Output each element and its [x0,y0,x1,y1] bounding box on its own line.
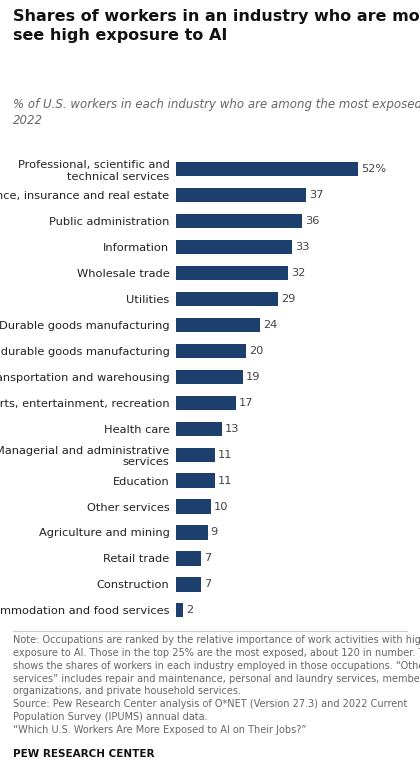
Text: 2: 2 [186,605,193,615]
Text: 33: 33 [295,242,309,252]
Bar [176,344,247,358]
Bar [176,499,211,514]
Bar [176,266,289,280]
Bar [176,448,215,462]
Text: 36: 36 [305,216,320,226]
Text: 32: 32 [291,268,306,278]
Text: 11: 11 [218,449,232,459]
Text: 7: 7 [204,554,211,564]
Bar [176,551,201,565]
Text: PEW RESEARCH CENTER: PEW RESEARCH CENTER [13,749,154,759]
Text: 52%: 52% [361,164,386,174]
Text: 37: 37 [309,190,323,200]
Text: 13: 13 [225,424,239,434]
Text: 7: 7 [204,579,211,589]
Bar [176,578,201,591]
Text: 10: 10 [214,502,229,511]
Text: 20: 20 [249,346,264,356]
Text: 17: 17 [239,398,253,408]
Text: % of U.S. workers in each industry who are among the most exposed to AI,
2022: % of U.S. workers in each industry who a… [13,98,420,127]
Text: Note: Occupations are ranked by the relative importance of work activities with : Note: Occupations are ranked by the rela… [13,635,420,735]
Bar [176,396,236,410]
Text: 24: 24 [263,320,278,330]
Text: 11: 11 [218,475,232,485]
Bar [176,318,260,332]
Bar [176,525,208,540]
Text: 9: 9 [211,528,218,538]
Bar [176,422,222,435]
Text: Shares of workers in an industry who are most likely
see high exposure to AI: Shares of workers in an industry who are… [13,9,420,43]
Bar [176,162,358,177]
Bar [176,369,243,384]
Bar [176,603,184,617]
Bar [176,188,306,202]
Bar [176,240,292,254]
Text: 29: 29 [281,294,295,304]
Bar [176,292,278,306]
Bar [176,214,302,228]
Bar [176,473,215,488]
Text: 19: 19 [246,372,260,382]
